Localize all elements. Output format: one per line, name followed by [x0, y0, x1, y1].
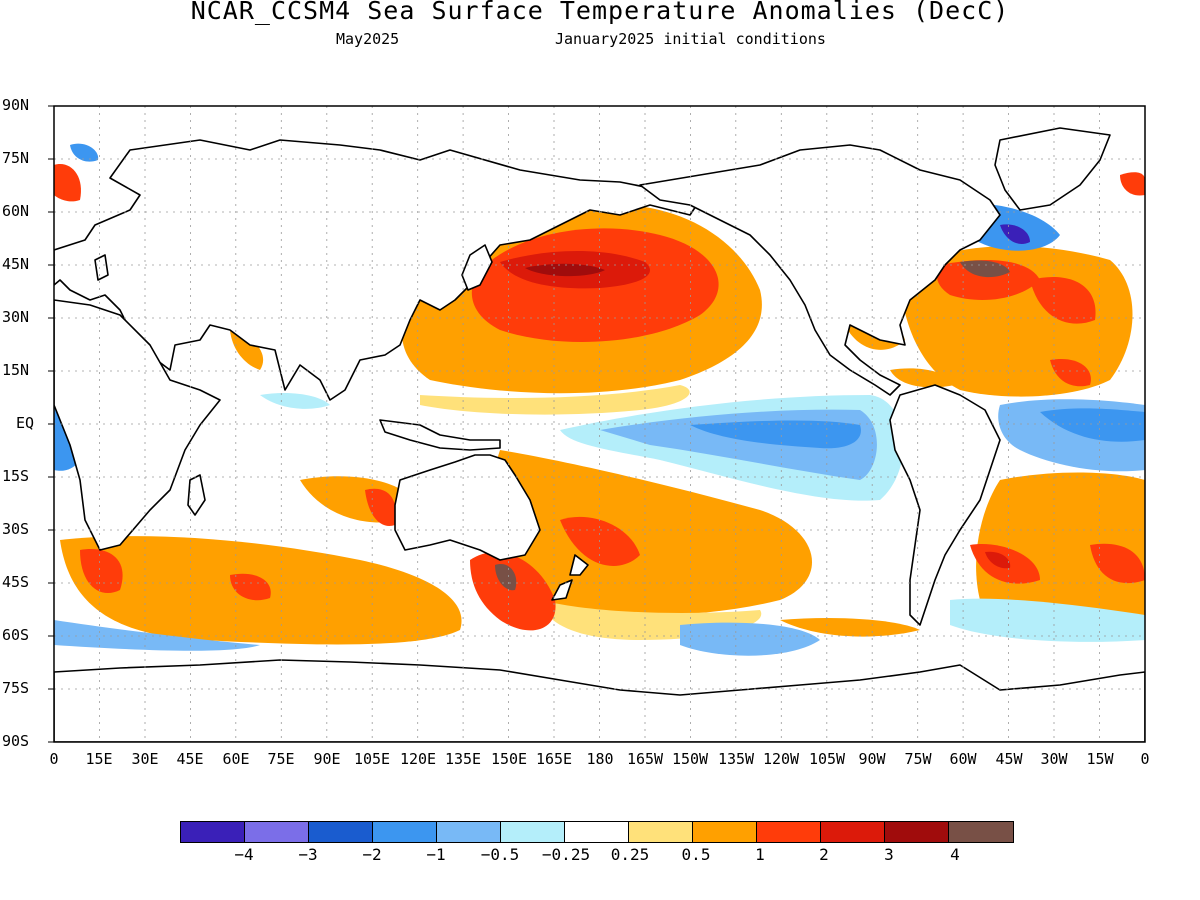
lat-label: 60N — [2, 202, 30, 220]
legend-label: −0.25 — [541, 845, 591, 864]
lon-label: 120E — [399, 750, 437, 768]
japan — [461, 244, 493, 291]
legend-label: 3 — [884, 845, 894, 864]
lon-label: 180 — [586, 750, 614, 768]
legend-label: −2 — [362, 845, 382, 864]
lon-label: 165W — [626, 750, 664, 768]
lon-label: 30W — [1040, 750, 1068, 768]
lon-label: 0 — [1140, 750, 1150, 768]
legend-label: 2 — [819, 845, 829, 864]
lon-label: 105W — [808, 750, 846, 768]
lat-label: 90N — [2, 96, 30, 114]
lon-label: 15W — [1086, 750, 1114, 768]
legend-label: 1 — [755, 845, 765, 864]
lon-label: 150E — [490, 750, 528, 768]
lon-label: 135E — [444, 750, 482, 768]
legend-label: −3 — [298, 845, 318, 864]
lon-label: 120W — [762, 750, 800, 768]
lon-label: 90W — [858, 750, 886, 768]
lon-label: 60W — [949, 750, 977, 768]
uk — [94, 254, 109, 281]
initial-conditions: January2025 initial conditions — [555, 30, 826, 48]
lon-label: 45E — [176, 750, 204, 768]
lon-label: 60E — [222, 750, 250, 768]
legend-swatch — [309, 822, 373, 842]
lon-label: 0 — [49, 750, 59, 768]
north-america — [639, 144, 1001, 396]
graticule — [54, 106, 1145, 742]
greenland — [994, 127, 1111, 211]
australia — [394, 454, 541, 561]
lon-label: 75E — [267, 750, 295, 768]
tick-marks — [48, 105, 54, 743]
legend-label: −0.5 — [480, 845, 520, 864]
legend-label: 0.5 — [681, 845, 711, 864]
legend-swatch — [501, 822, 565, 842]
legend-swatch — [693, 822, 757, 842]
forecast-month: May2025 — [336, 30, 400, 48]
lat-label: 15N — [2, 361, 30, 379]
south-america — [889, 384, 1001, 626]
new-zealand-south — [551, 579, 573, 601]
legend-label: 0.25 — [610, 845, 650, 864]
legend-swatch — [437, 822, 501, 842]
lon-label: 15E — [85, 750, 113, 768]
madagascar — [187, 474, 206, 516]
lat-label: 30S — [2, 520, 30, 538]
eurasia-africa — [54, 139, 701, 401]
legend-swatch — [245, 822, 309, 842]
lat-label: 75S — [2, 679, 30, 697]
africa-south — [54, 299, 221, 551]
plot-title: NCAR_CCSM4 Sea Surface Temperature Anoma… — [190, 0, 1010, 25]
lon-label: 165E — [535, 750, 573, 768]
lat-label: 60S — [2, 626, 30, 644]
legend-swatch — [565, 822, 629, 842]
legend-swatch — [629, 822, 693, 842]
lon-label: 45W — [995, 750, 1023, 768]
lat-label: 45S — [2, 573, 30, 591]
legend-swatch — [949, 822, 1013, 842]
legend-swatch — [885, 822, 949, 842]
lon-label: 150W — [671, 750, 709, 768]
lon-label: 105E — [353, 750, 391, 768]
legend-swatch — [757, 822, 821, 842]
legend-label: −1 — [426, 845, 446, 864]
lon-label: 30E — [131, 750, 159, 768]
lon-label: 135W — [717, 750, 755, 768]
lat-label: 90S — [2, 732, 30, 750]
lon-label: 75W — [904, 750, 932, 768]
lat-label: 30N — [2, 308, 30, 326]
legend-swatch — [821, 822, 885, 842]
color-legend-bar — [180, 821, 1014, 843]
legend-swatch — [373, 822, 437, 842]
lon-label: 90E — [313, 750, 341, 768]
legend-swatch — [181, 822, 245, 842]
legend-label: −4 — [234, 845, 254, 864]
lat-label: 75N — [2, 149, 30, 167]
lat-label: EQ — [16, 414, 35, 432]
new-zealand — [569, 554, 589, 576]
legend-label: 4 — [950, 845, 960, 864]
indonesia — [379, 419, 501, 451]
lat-label: 15S — [2, 467, 30, 485]
lat-label: 45N — [2, 255, 30, 273]
